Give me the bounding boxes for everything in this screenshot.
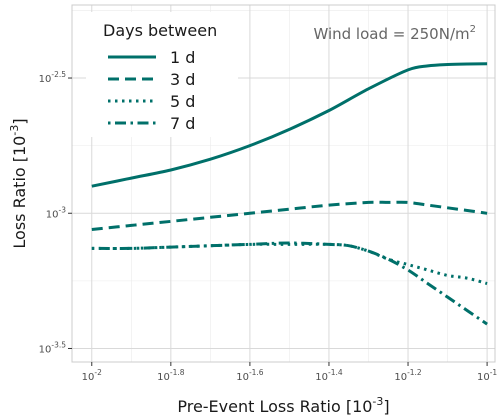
y-tick-label: 10-3.5 bbox=[39, 340, 67, 355]
x-tick-label-exponent: -1.2 bbox=[407, 368, 422, 377]
y-axis-title-text: Loss Ratio [10 bbox=[10, 136, 29, 249]
y-axis-title-exponent: -3 bbox=[8, 125, 21, 136]
x-tick-label-exponent: -1.4 bbox=[328, 368, 343, 377]
x-tick-label-base: 10 bbox=[315, 372, 328, 383]
x-tick-label: 10-2 bbox=[82, 368, 102, 383]
y-tick-label-exponent: -2.5 bbox=[51, 70, 66, 79]
x-tick-label-base: 10 bbox=[236, 372, 249, 383]
legend-background bbox=[86, 12, 238, 137]
y-tick-label-base: 10 bbox=[46, 209, 59, 220]
y-tick-label-exponent: -3.5 bbox=[51, 340, 66, 349]
legend-label: 1 d bbox=[170, 48, 195, 67]
x-tick-label: 10-1.8 bbox=[157, 368, 185, 383]
x-tick-label-exponent: -2 bbox=[94, 368, 102, 377]
x-tick-label-exponent: -1.6 bbox=[249, 368, 264, 377]
y-tick-label: 10-2.5 bbox=[39, 70, 67, 85]
axis-ticks: 10-2 10-1.8 10-1.6 10-1.4 10-1.2 10-110-3.510… bbox=[39, 70, 498, 383]
series-line-3d bbox=[91, 200, 488, 231]
series-line-7d bbox=[91, 241, 488, 326]
legend-title: Days between bbox=[103, 21, 217, 40]
y-axis-title: Loss Ratio [10-3] bbox=[8, 118, 29, 248]
x-tick-label: 10-1.4 bbox=[315, 368, 343, 383]
x-tick-label: 10-1.2 bbox=[394, 368, 422, 383]
series-lines bbox=[91, 62, 488, 326]
y-axis-title-close: ] bbox=[10, 118, 29, 124]
x-tick-label: 10-1.6 bbox=[236, 368, 264, 383]
x-axis-title: Pre-Event Loss Ratio [10-3] bbox=[177, 395, 389, 416]
series-line-1d bbox=[91, 62, 488, 188]
annotation-exponent: 2 bbox=[470, 24, 476, 35]
legend-label: 7 d bbox=[170, 114, 195, 133]
x-axis-title-close: ] bbox=[383, 397, 389, 416]
x-tick-label-base: 10 bbox=[477, 372, 490, 383]
y-tick-label-exponent: -3 bbox=[59, 205, 67, 214]
x-tick-label-base: 10 bbox=[157, 372, 170, 383]
x-tick-label-base: 10 bbox=[394, 372, 407, 383]
legend: Days between 1 d 3 d 5 d 7 d bbox=[86, 12, 238, 137]
x-tick-label: 10-1 bbox=[477, 368, 497, 383]
legend-label: 5 d bbox=[170, 92, 195, 111]
annotation-text: Wind load = 250N/m bbox=[313, 25, 469, 43]
y-tick-label: 10-3 bbox=[46, 205, 66, 220]
x-tick-label-exponent: -1.8 bbox=[170, 368, 185, 377]
x-axis-title-text: Pre-Event Loss Ratio [10 bbox=[177, 397, 372, 416]
legend-label: 3 d bbox=[170, 70, 195, 89]
x-tick-label-base: 10 bbox=[82, 372, 95, 383]
y-tick-label-base: 10 bbox=[39, 74, 52, 85]
x-tick-label-exponent: -1 bbox=[490, 368, 498, 377]
x-axis-title-exponent: -3 bbox=[372, 395, 383, 408]
y-tick-label-base: 10 bbox=[39, 344, 52, 355]
wind-load-annotation: Wind load = 250N/m2 bbox=[313, 24, 476, 43]
plot-border bbox=[71, 4, 496, 363]
